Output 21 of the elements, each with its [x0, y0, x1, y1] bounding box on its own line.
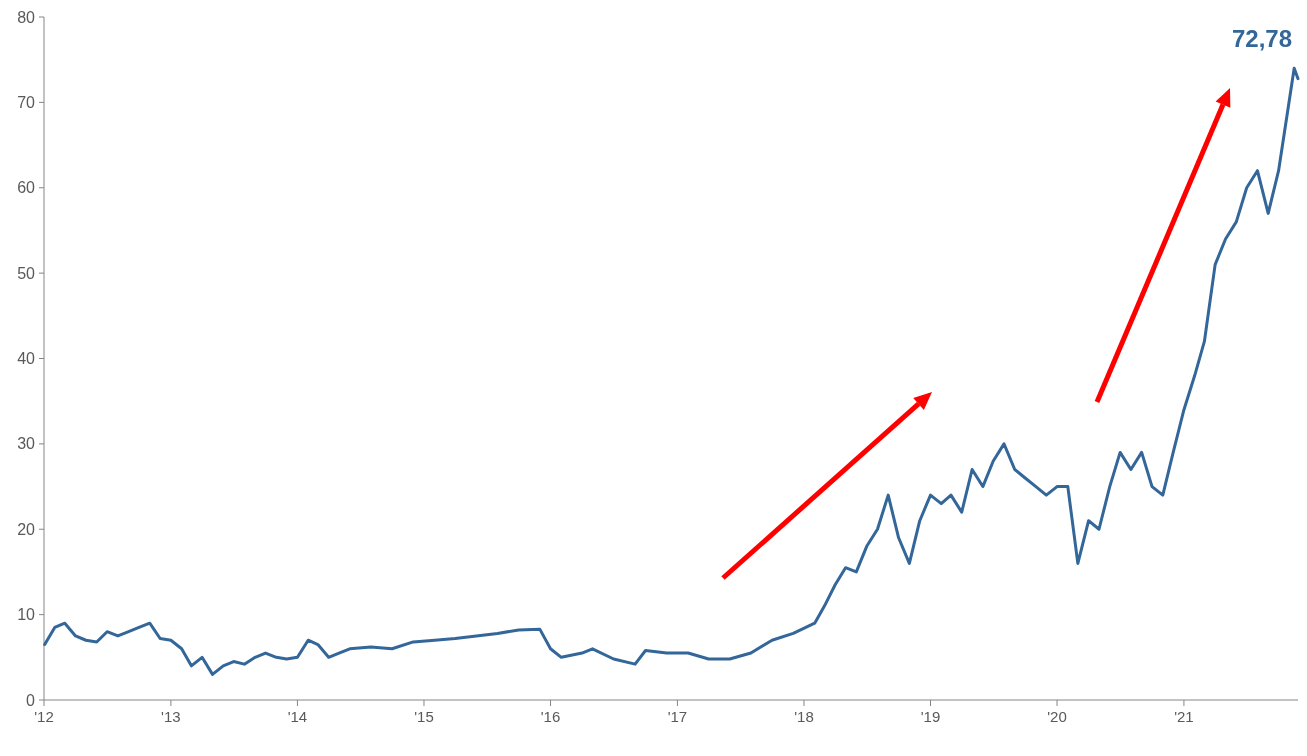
x-tick-label: '16	[540, 708, 561, 725]
y-tick-label: 40	[17, 350, 36, 368]
y-tick-label: 0	[26, 691, 36, 709]
x-tick-label: '13	[161, 708, 181, 725]
x-tick-label: '14	[287, 708, 308, 725]
y-tick-label: 30	[17, 435, 36, 453]
x-tick-label: '18	[794, 708, 814, 725]
y-tick-label: 80	[17, 8, 36, 26]
x-tick-label: '20	[1047, 708, 1067, 725]
y-tick-label: 70	[17, 93, 36, 111]
y-tick-label: 10	[17, 606, 36, 624]
y-tick-label: 50	[17, 264, 36, 282]
annotation: 72,78	[1231, 24, 1292, 52]
y-tick-label: 60	[17, 179, 36, 197]
x-tick-label: '19	[920, 708, 941, 725]
x-tick-label: '21	[1174, 708, 1194, 725]
x-tick-label: '12	[34, 708, 54, 725]
x-tick-label: '15	[414, 708, 434, 725]
line-series	[43, 66, 1300, 676]
x-tick-label: '17	[667, 708, 688, 725]
y-tick-label: 20	[17, 520, 36, 538]
